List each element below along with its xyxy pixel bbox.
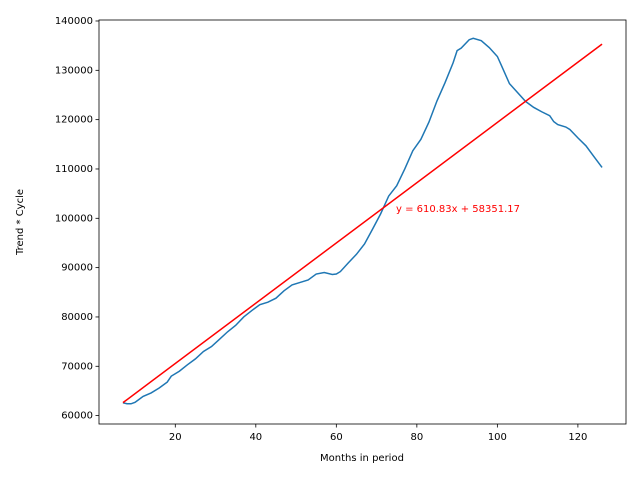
x-tick-label: 80 bbox=[410, 432, 423, 443]
y-tick-label: 90000 bbox=[61, 263, 93, 274]
x-tick-label: 20 bbox=[169, 432, 182, 443]
series-line bbox=[122, 43, 603, 404]
y-tick-label: 60000 bbox=[61, 411, 93, 422]
y-tick-label: 130000 bbox=[55, 65, 93, 76]
y-tick-label: 120000 bbox=[55, 115, 93, 126]
y-axis-label: Trend * Cycle bbox=[15, 189, 26, 256]
y-tick-label: 70000 bbox=[61, 361, 93, 372]
y-tick-label: 80000 bbox=[61, 312, 93, 323]
y-tick-label: 140000 bbox=[55, 16, 93, 27]
series-line bbox=[122, 37, 603, 405]
x-tick-label: 40 bbox=[249, 432, 262, 443]
plot-frame bbox=[98, 19, 627, 425]
x-tick-label: 120 bbox=[568, 432, 587, 443]
x-tick-label: 60 bbox=[330, 432, 343, 443]
y-tick-label: 100000 bbox=[55, 213, 93, 224]
x-axis-label: Months in period bbox=[320, 453, 404, 464]
x-tick-label: 100 bbox=[488, 432, 507, 443]
y-tick-label: 110000 bbox=[55, 164, 93, 175]
annotation: y = 610.83x + 58351.17 bbox=[396, 204, 520, 215]
